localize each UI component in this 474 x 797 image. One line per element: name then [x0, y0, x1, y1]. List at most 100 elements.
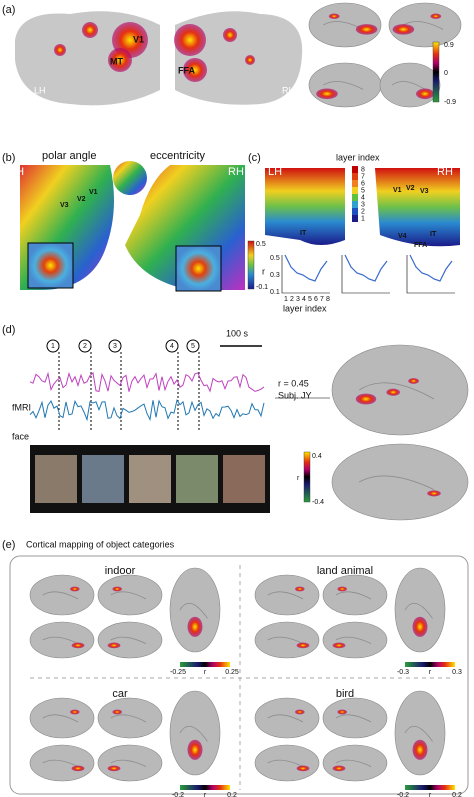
film-frame — [129, 455, 171, 503]
axis-label: layer index — [283, 303, 327, 313]
activation — [70, 709, 80, 715]
brain — [97, 744, 163, 782]
curve — [284, 254, 328, 282]
area-label: V1 — [393, 187, 402, 194]
sulcus — [42, 759, 79, 767]
plot-axes — [341, 255, 390, 294]
area-label: V4 — [398, 233, 407, 240]
activation — [295, 709, 305, 715]
legend-swatch — [352, 173, 358, 180]
area-label: V2 — [77, 196, 86, 203]
sulcus — [42, 636, 79, 644]
colorbar-label: -0.2 — [397, 792, 409, 797]
curve — [344, 254, 388, 282]
colorbar-label: r — [297, 475, 300, 482]
brain — [254, 697, 320, 739]
event-marker — [165, 339, 179, 353]
colorbar-label: -0.2 — [172, 792, 184, 797]
x-tick-label: 8 — [326, 296, 330, 303]
colorbar-label: -0.3 — [397, 669, 409, 676]
activation — [296, 765, 310, 772]
colorbar — [180, 785, 230, 790]
colorbar-label: -0.4 — [312, 499, 324, 506]
brain — [97, 697, 163, 739]
brain — [331, 344, 469, 436]
sulcus — [335, 636, 372, 644]
activation — [112, 709, 122, 715]
area-label: IT — [430, 231, 437, 238]
sulcus — [110, 714, 147, 723]
illustrations — [9, 2, 469, 795]
map-title: indoor — [105, 565, 136, 577]
event-marker — [186, 339, 200, 353]
event-marker — [108, 339, 122, 353]
film-frame — [82, 455, 124, 503]
sulcus — [335, 759, 372, 767]
area-label: IT — [300, 230, 307, 237]
plot-axes — [281, 255, 330, 294]
activation — [187, 616, 203, 637]
sulcus — [359, 475, 435, 490]
colorbar-label: r — [429, 669, 432, 676]
color-wheel — [113, 161, 147, 195]
event-number: 2 — [83, 343, 87, 350]
legend-label: 6 — [361, 180, 365, 187]
brain — [394, 690, 446, 776]
legend-swatch — [352, 208, 358, 215]
x-tick-label: 3 — [296, 296, 300, 303]
activation — [71, 642, 85, 649]
plot-axes — [406, 255, 455, 294]
brain — [388, 2, 462, 48]
sulcus — [110, 636, 147, 644]
brain — [322, 744, 388, 782]
curve — [409, 254, 453, 282]
event-number: 3 — [113, 343, 117, 350]
colorbar — [303, 451, 311, 503]
hemisphere-label: LH — [10, 166, 24, 178]
legend-label: 2 — [361, 208, 365, 215]
brain — [394, 567, 446, 653]
hemisphere-label: RH — [228, 166, 244, 178]
trace — [29, 371, 265, 393]
event-marker — [78, 339, 92, 353]
colorbar-label: 0.9 — [444, 42, 454, 49]
subject-label: Subj. JY — [278, 390, 312, 400]
colorbar — [405, 662, 455, 667]
legend-label: 8 — [361, 166, 365, 173]
activation — [328, 13, 340, 19]
sulcus — [42, 591, 79, 600]
colorbar-label: -0.25 — [170, 669, 186, 676]
activation — [412, 616, 428, 637]
map-title: car — [112, 688, 128, 700]
sulcus — [267, 714, 304, 723]
activation — [430, 13, 442, 19]
brain — [322, 574, 388, 616]
activation — [187, 739, 203, 760]
activation — [174, 24, 206, 56]
legend-swatch — [352, 166, 358, 173]
activation — [71, 765, 85, 772]
brain — [308, 62, 382, 108]
activation — [332, 765, 346, 772]
y-tick-label: 0.1 — [270, 289, 280, 296]
y-tick-label: 0.5 — [270, 255, 280, 262]
sulcus — [110, 591, 147, 600]
brain — [97, 574, 163, 616]
colorbar — [432, 41, 440, 103]
brain — [169, 567, 221, 653]
activation — [54, 44, 66, 56]
flatmap — [375, 168, 460, 247]
panel-label: (d) — [2, 324, 15, 336]
sulcus — [335, 714, 372, 723]
colorbar-label: r — [204, 669, 207, 676]
activation — [332, 642, 346, 649]
colorbar — [180, 662, 230, 667]
event-marker — [46, 339, 60, 353]
sulcus — [403, 21, 444, 30]
activation — [183, 58, 207, 82]
colorbar-label: 0.2 — [452, 792, 462, 797]
area-label: V2 — [406, 185, 415, 192]
